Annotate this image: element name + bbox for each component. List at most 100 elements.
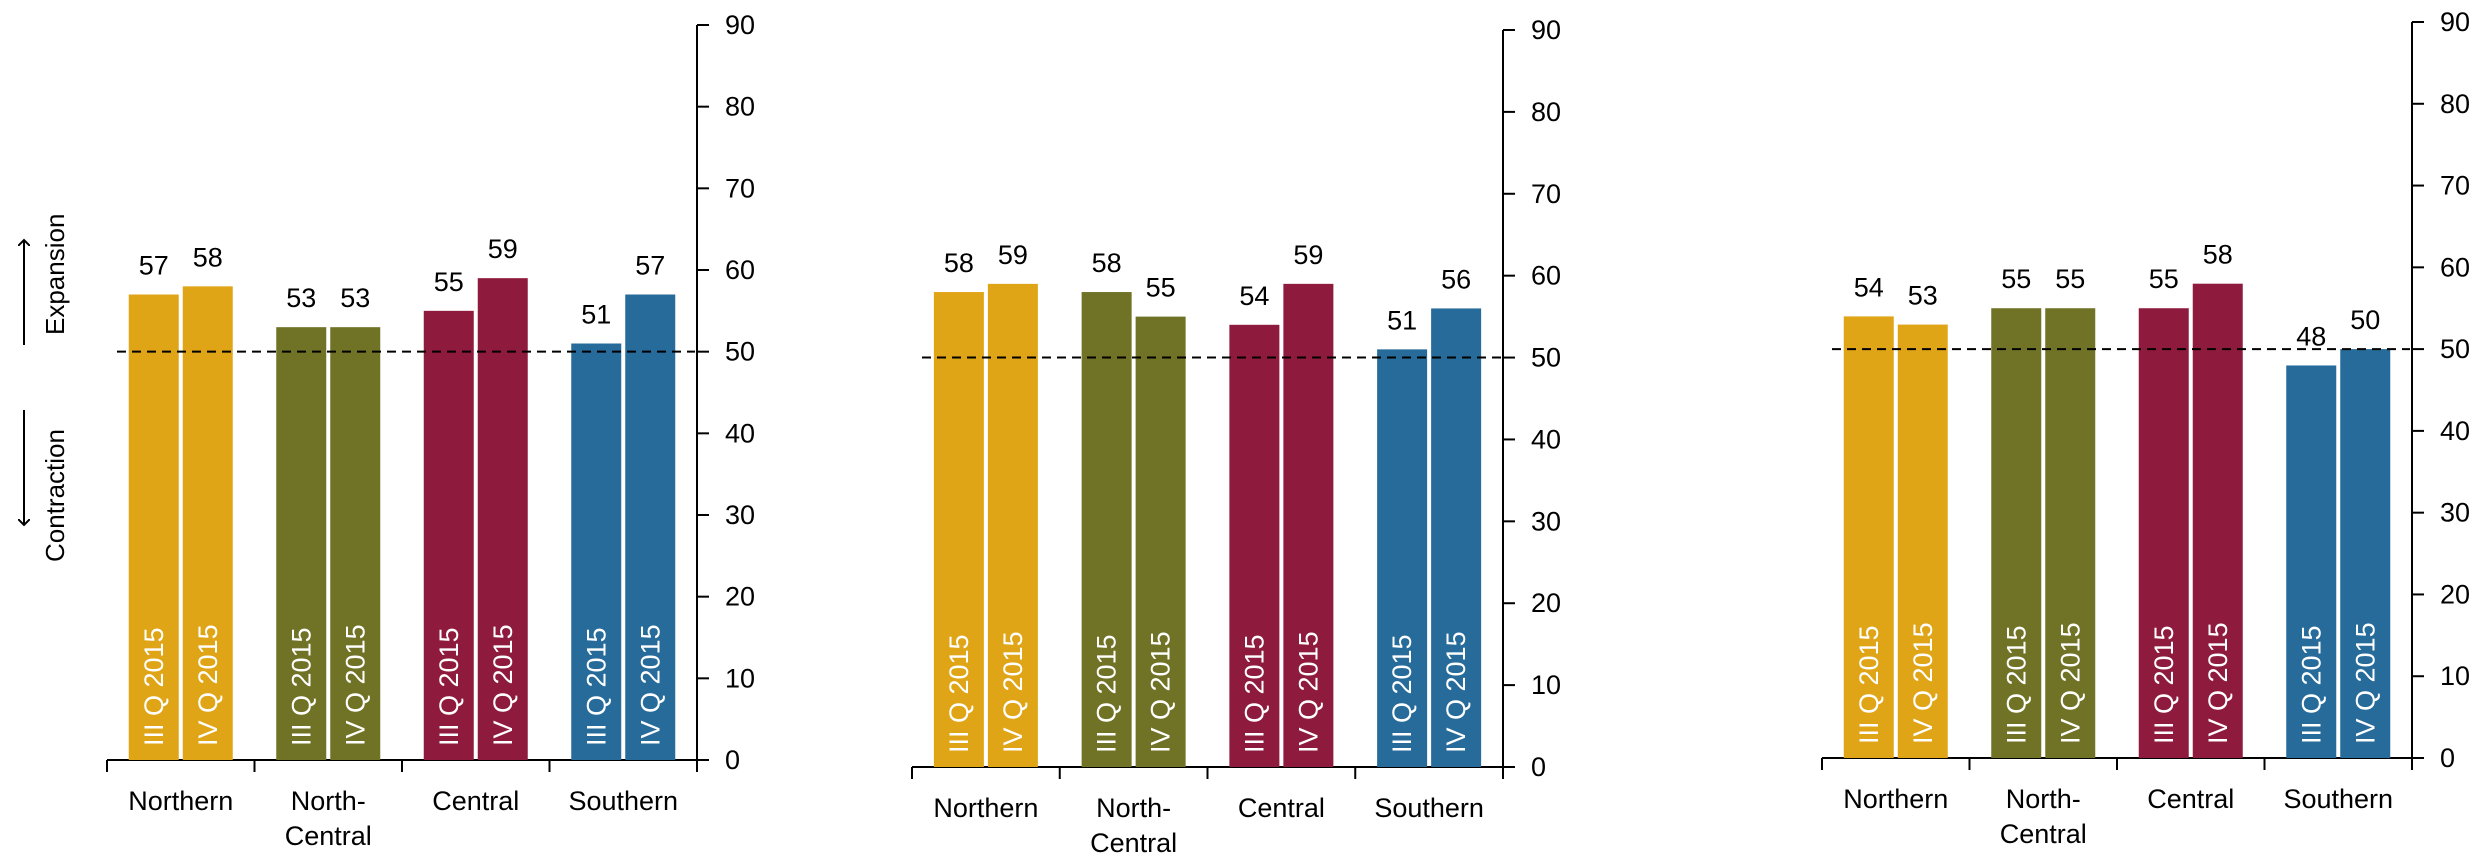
y-tick-label: 90 xyxy=(725,10,755,40)
data-label: 55 xyxy=(434,267,464,297)
bar-series-label: III Q 2015 xyxy=(1387,634,1417,753)
y-tick-label: 70 xyxy=(725,173,755,203)
y-tick-label: 10 xyxy=(725,663,755,693)
bar xyxy=(2340,349,2391,758)
data-label: 55 xyxy=(1146,273,1176,303)
data-label: 59 xyxy=(1293,240,1323,270)
x-category-label-line: Southern xyxy=(1374,793,1484,823)
bar-series-label: III Q 2015 xyxy=(1854,625,1884,744)
bar xyxy=(1081,292,1132,767)
data-label: 57 xyxy=(635,251,665,281)
y-tick-label: 60 xyxy=(2440,252,2470,282)
x-category-label-line: North- xyxy=(291,786,366,816)
data-label: 55 xyxy=(2055,264,2085,294)
data-label: 53 xyxy=(1908,281,1938,311)
bar xyxy=(1843,316,1894,758)
x-category-label-line: Central xyxy=(1238,793,1325,823)
x-category-label-line: Northern xyxy=(1843,784,1948,814)
bar-series-label: IV Q 2015 xyxy=(635,624,665,746)
expansion-label: Expansion xyxy=(40,214,70,335)
data-label: 58 xyxy=(2203,240,2233,270)
bar-series-label: IV Q 2015 xyxy=(2203,622,2233,744)
bar-series-label: IV Q 2015 xyxy=(998,631,1028,753)
y-tick-label: 0 xyxy=(1531,752,1546,782)
y-tick-label: 10 xyxy=(2440,661,2470,691)
x-category-label-line: Central xyxy=(2147,784,2234,814)
bar xyxy=(625,294,676,760)
x-category-label-line: Southern xyxy=(2283,784,2393,814)
chart-panel-2: 0 10 20 30 40 50 60 70 80 90 Northern 58 III Q 2015 5… xyxy=(911,15,1561,858)
y-tick-label: 0 xyxy=(725,745,740,775)
data-label: 59 xyxy=(488,234,518,264)
y-tick-label: 90 xyxy=(1531,15,1561,45)
x-category-label: North- Central xyxy=(2000,784,2087,849)
bar xyxy=(477,278,528,760)
bar xyxy=(423,310,474,760)
data-label: 57 xyxy=(139,251,169,281)
y-tick-label: 30 xyxy=(2440,498,2470,528)
y-tick-label: 80 xyxy=(1531,97,1561,127)
data-label: 53 xyxy=(340,283,370,313)
data-label: 55 xyxy=(2001,264,2031,294)
x-category-label: North- Central xyxy=(285,786,372,851)
data-label: 58 xyxy=(193,242,223,272)
bar-series-label: IV Q 2015 xyxy=(488,624,518,746)
y-tick-label: 70 xyxy=(2440,171,2470,201)
data-label: 58 xyxy=(944,248,974,278)
bar xyxy=(1283,283,1334,767)
chart-panels: 0 10 20 30 40 50 60 70 80 90 Northern 57 III Q 2015 5… xyxy=(106,7,2470,858)
contraction-label: Contraction xyxy=(40,429,70,562)
data-label: 53 xyxy=(286,283,316,313)
y-tick-label: 30 xyxy=(725,500,755,530)
bar-series-label: IV Q 2015 xyxy=(1441,631,1471,753)
bar-series-label: IV Q 2015 xyxy=(1293,631,1323,753)
x-category-label-line: Central xyxy=(1090,828,1177,858)
bar xyxy=(2192,283,2243,758)
bar xyxy=(1431,308,1482,767)
data-label: 50 xyxy=(2350,305,2380,335)
x-category-label: Northern xyxy=(128,786,233,816)
y-tick-label: 40 xyxy=(725,418,755,448)
x-category-label-line: Central xyxy=(432,786,519,816)
data-label: 54 xyxy=(1854,272,1884,302)
bar xyxy=(2138,308,2189,758)
y-tick-label: 80 xyxy=(725,92,755,122)
y-tick-label: 60 xyxy=(1531,261,1561,291)
bar xyxy=(987,283,1038,767)
bar-series-label: IV Q 2015 xyxy=(1146,631,1176,753)
y-tick-label: 40 xyxy=(2440,416,2470,446)
bar xyxy=(2045,308,2096,758)
bar-series-label: III Q 2015 xyxy=(1239,634,1269,753)
data-label: 51 xyxy=(1387,305,1417,335)
x-category-label: Southern xyxy=(2283,784,2393,814)
data-label: 51 xyxy=(581,300,611,330)
chart-panel-3: 0 10 20 30 40 50 60 70 80 90 Northern 54 III Q 2015 5… xyxy=(1821,7,2470,849)
bar xyxy=(1991,308,2042,758)
y-tick-label: 20 xyxy=(2440,579,2470,609)
x-category-label: Southern xyxy=(568,786,678,816)
x-category-label-line: North- xyxy=(2006,784,2081,814)
y-tick-label: 70 xyxy=(1531,179,1561,209)
y-tick-label: 60 xyxy=(725,255,755,285)
data-label: 55 xyxy=(2149,264,2179,294)
x-category-label: Central xyxy=(1238,793,1325,823)
chart-panel-1: 0 10 20 30 40 50 60 70 80 90 Northern 57 III Q 2015 5… xyxy=(106,10,755,851)
bar xyxy=(571,343,622,760)
x-category-label: Northern xyxy=(933,793,1038,823)
bar xyxy=(1377,349,1428,767)
y-tick-label: 90 xyxy=(2440,7,2470,37)
bar-series-label: III Q 2015 xyxy=(944,634,974,753)
data-label: 56 xyxy=(1441,264,1471,294)
bar-series-label: III Q 2015 xyxy=(2149,625,2179,744)
y-tick-label: 50 xyxy=(725,337,755,367)
y-tick-label: 80 xyxy=(2440,89,2470,119)
bar-series-label: III Q 2015 xyxy=(139,627,169,746)
bar-series-label: IV Q 2015 xyxy=(1908,622,1938,744)
bar-series-label: III Q 2015 xyxy=(2001,625,2031,744)
y-tick-label: 30 xyxy=(1531,506,1561,536)
x-category-label-line: Northern xyxy=(128,786,233,816)
x-category-label: Northern xyxy=(1843,784,1948,814)
bar-series-label: IV Q 2015 xyxy=(2350,622,2380,744)
